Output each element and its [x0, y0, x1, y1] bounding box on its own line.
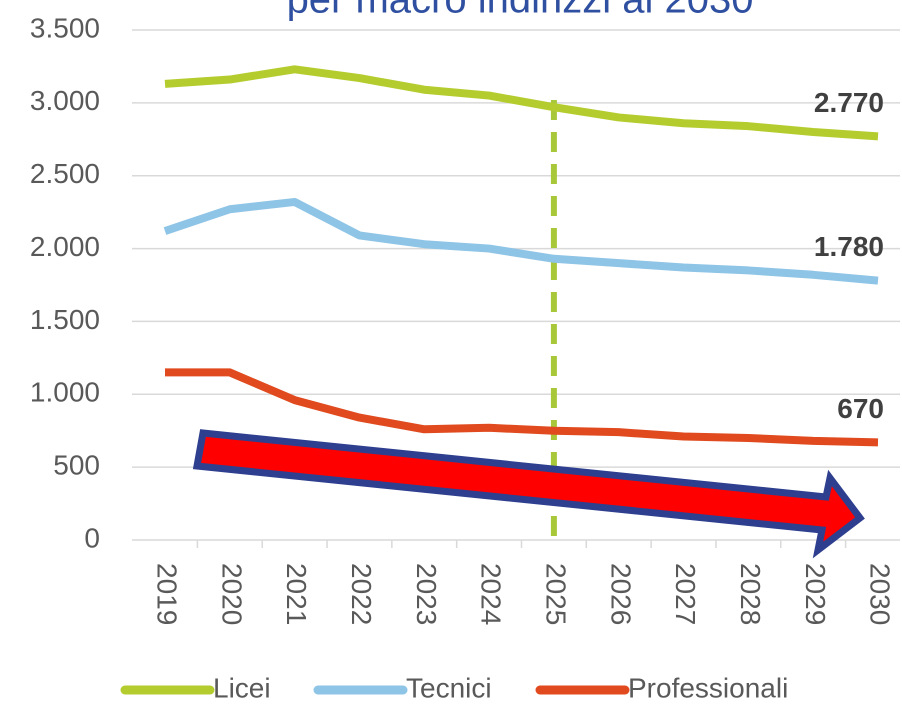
x-tick-label: 2020 — [216, 563, 247, 625]
y-tick-label: 2.000 — [30, 231, 100, 262]
series-line — [163, 197, 879, 285]
plot-area: 0 500 1.000 1.500 2.000 2.500 3.000 3.500 2019 20… — [30, 12, 900, 625]
legend-label: Tecnici — [406, 672, 492, 703]
y-tick-label: 0 — [84, 522, 100, 553]
legend: Licei Tecnici Professionali — [120, 672, 788, 703]
x-tick-label: 2022 — [346, 563, 377, 625]
data-label: 2.770 — [814, 87, 884, 118]
x-tick-label: 2024 — [476, 563, 507, 625]
data-label: 670 — [837, 393, 884, 424]
x-tick-label: 2026 — [605, 563, 636, 625]
x-tick-label: 2030 — [865, 563, 896, 625]
legend-label: Professionali — [628, 672, 788, 703]
legend-label: Licei — [213, 672, 271, 703]
x-tick-label: 2028 — [735, 563, 766, 625]
x-tick-label: 2023 — [411, 563, 442, 625]
y-tick-label: 1.000 — [30, 377, 100, 408]
trend-arrow — [192, 429, 865, 559]
x-tick-label: 2025 — [541, 563, 572, 625]
y-tick-label: 3.500 — [30, 12, 100, 43]
y-tick-label: 2.500 — [30, 158, 100, 189]
series-line — [165, 368, 879, 447]
series-line — [164, 65, 879, 141]
x-tick-label: 2029 — [800, 563, 831, 625]
data-label: 1.780 — [814, 231, 884, 262]
x-tick-label: 2019 — [152, 563, 183, 625]
y-tick-label: 3.000 — [30, 85, 100, 116]
x-tick-label: 2021 — [281, 563, 312, 625]
chart-title: per macro indirizzi al 2030 — [287, 0, 754, 22]
y-tick-label: 500 — [53, 450, 100, 481]
x-tick-label: 2027 — [670, 563, 701, 625]
y-tick-label: 1.500 — [30, 304, 100, 335]
